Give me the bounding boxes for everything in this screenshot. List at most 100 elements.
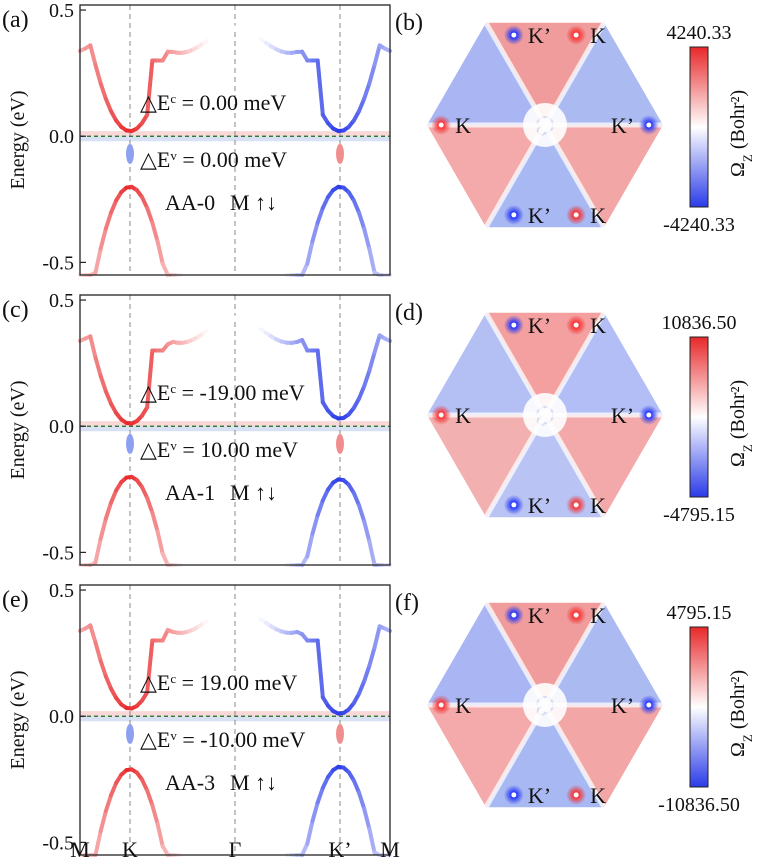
- colorbar-max-label: 4240.33: [667, 22, 732, 44]
- y-tick-label: 0.0: [49, 416, 74, 438]
- valley-core: [438, 412, 444, 418]
- curvature-sector: [545, 22, 663, 125]
- valley-core: [573, 32, 579, 38]
- curvature-sector: [486, 415, 604, 518]
- conduction-band-segment: [315, 638, 325, 700]
- sector-boundary: [542, 601, 607, 707]
- y-tick-label: 0.0: [49, 126, 74, 148]
- valence-band-segment: [103, 500, 113, 521]
- valley-label: K: [455, 403, 471, 428]
- x-tick-label: M: [70, 837, 90, 862]
- valence-band-segment: [320, 775, 330, 790]
- valence-band-segment: [140, 485, 150, 500]
- conduction-band-segment: [367, 350, 377, 373]
- conduction-band-segment: [98, 658, 108, 679]
- sector-boundary: [542, 123, 607, 229]
- valley-core: [511, 32, 517, 38]
- valence-band-segment: [357, 790, 367, 811]
- y-tick-label: 0.5: [49, 0, 74, 22]
- curvature-sector: [545, 415, 663, 518]
- curvature-sector: [486, 602, 604, 705]
- valence-band-segment: [357, 210, 367, 231]
- x-tick-label: K: [122, 837, 138, 862]
- sector-boundary: [483, 311, 548, 417]
- heatmap-panel-2: K’ K K K’ K’ K (f) 4795.15 -10836.50 ΩZ (Bohr²): [395, 590, 755, 816]
- magnetic-order-label: M ↑↓: [230, 190, 277, 215]
- conduction-band-segment: [98, 81, 108, 101]
- y-axis-label: Energy (eV): [7, 380, 29, 479]
- sector-boundary: [542, 703, 607, 809]
- conduction-band-segment: [93, 355, 103, 378]
- panel-label: (c): [2, 297, 29, 323]
- conduction-band-segment: [93, 640, 103, 663]
- valence-band-segment: [160, 551, 170, 567]
- colorbar: [689, 626, 709, 788]
- conduction-band-segment: [372, 333, 382, 355]
- valence-tip-kprime: [336, 723, 344, 744]
- stacking-label: AA-3: [165, 770, 215, 795]
- conduction-band-segment: [382, 46, 392, 53]
- colorbar-axis-label: ΩZ (Bohr²): [727, 380, 755, 467]
- y-axis-label: Energy (eV): [7, 670, 29, 769]
- sector-boundary: [542, 311, 607, 417]
- conduction-band-segment: [382, 336, 392, 343]
- y-tick-label: -0.5: [42, 542, 74, 564]
- valence-band-segment: [367, 246, 377, 275]
- valley-label: K: [590, 493, 606, 518]
- band-panel-1: 0.5 0.0 -0.5 Energy (eV) (c) △Ec = -19.00 meV…: [2, 290, 392, 567]
- valley-label: K’: [528, 493, 551, 518]
- valence-band-segment: [103, 210, 113, 231]
- valley-label: K: [590, 603, 606, 628]
- conduction-band-segment: [103, 674, 113, 691]
- conduction-band-segment: [357, 679, 367, 696]
- valence-band-segment: [357, 503, 367, 524]
- colorbar-min-label: -4240.33: [663, 214, 735, 236]
- valley-core: [573, 502, 579, 508]
- valley-label: K’: [528, 313, 551, 338]
- colorbar-max-label: 10836.50: [662, 312, 737, 334]
- valence-band-segment: [93, 246, 103, 275]
- sector-boundary: [483, 601, 548, 707]
- valley-core: [573, 792, 579, 798]
- valence-edge-band: [80, 426, 390, 432]
- valley-label: K’: [528, 783, 551, 808]
- colorbar: [689, 46, 709, 208]
- valley-label: K’: [611, 693, 634, 718]
- valence-tip-k: [126, 433, 134, 454]
- valence-band-segment: [93, 536, 103, 565]
- valence-band-segment: [150, 803, 160, 826]
- valley-core: [511, 322, 517, 328]
- sector-boundary: [483, 413, 548, 519]
- x-tick-label: Γ: [229, 837, 242, 862]
- stacking-label: AA-1: [165, 480, 215, 505]
- valence-band-segment: [362, 806, 372, 831]
- valley-core: [511, 502, 517, 508]
- heatmap-panel-0: K’ K K K’ K’ K (b) 4240.33 -4240.33 ΩZ (Bohr²): [395, 10, 755, 236]
- valence-band-segment: [351, 198, 361, 215]
- sector-boundary: [483, 703, 548, 809]
- delta-ec-annotation: △Ec = 19.00 meV: [140, 670, 297, 695]
- valence-band-segment: [155, 821, 165, 849]
- valence-band-segment: [362, 226, 372, 251]
- valence-band-segment: [155, 239, 165, 266]
- valence-tip-k: [126, 143, 134, 164]
- conduction-band-segment: [362, 663, 372, 684]
- band-panel-2: 0.5 0.0 -0.5 Energy (eV) (e) △Ec = 19.00 meV △…: [2, 580, 392, 857]
- x-tick-label: M: [380, 837, 400, 862]
- conduction-band-segment: [88, 623, 98, 645]
- curvature-sector: [486, 125, 604, 228]
- valley-label: K’: [528, 603, 551, 628]
- valley-core: [511, 792, 517, 798]
- colorbar-axis-label: ΩZ (Bohr²): [727, 670, 755, 757]
- valence-band-segment: [150, 510, 160, 534]
- valence-band-segment: [155, 529, 165, 556]
- conduction-band-segment: [362, 368, 372, 389]
- valence-band-segment: [109, 198, 119, 215]
- valley-core: [646, 412, 652, 418]
- valley-core: [646, 122, 652, 128]
- curvature-sector: [545, 125, 663, 228]
- curvature-sector: [427, 705, 545, 808]
- valley-core: [573, 612, 579, 618]
- valence-band-segment: [310, 800, 320, 824]
